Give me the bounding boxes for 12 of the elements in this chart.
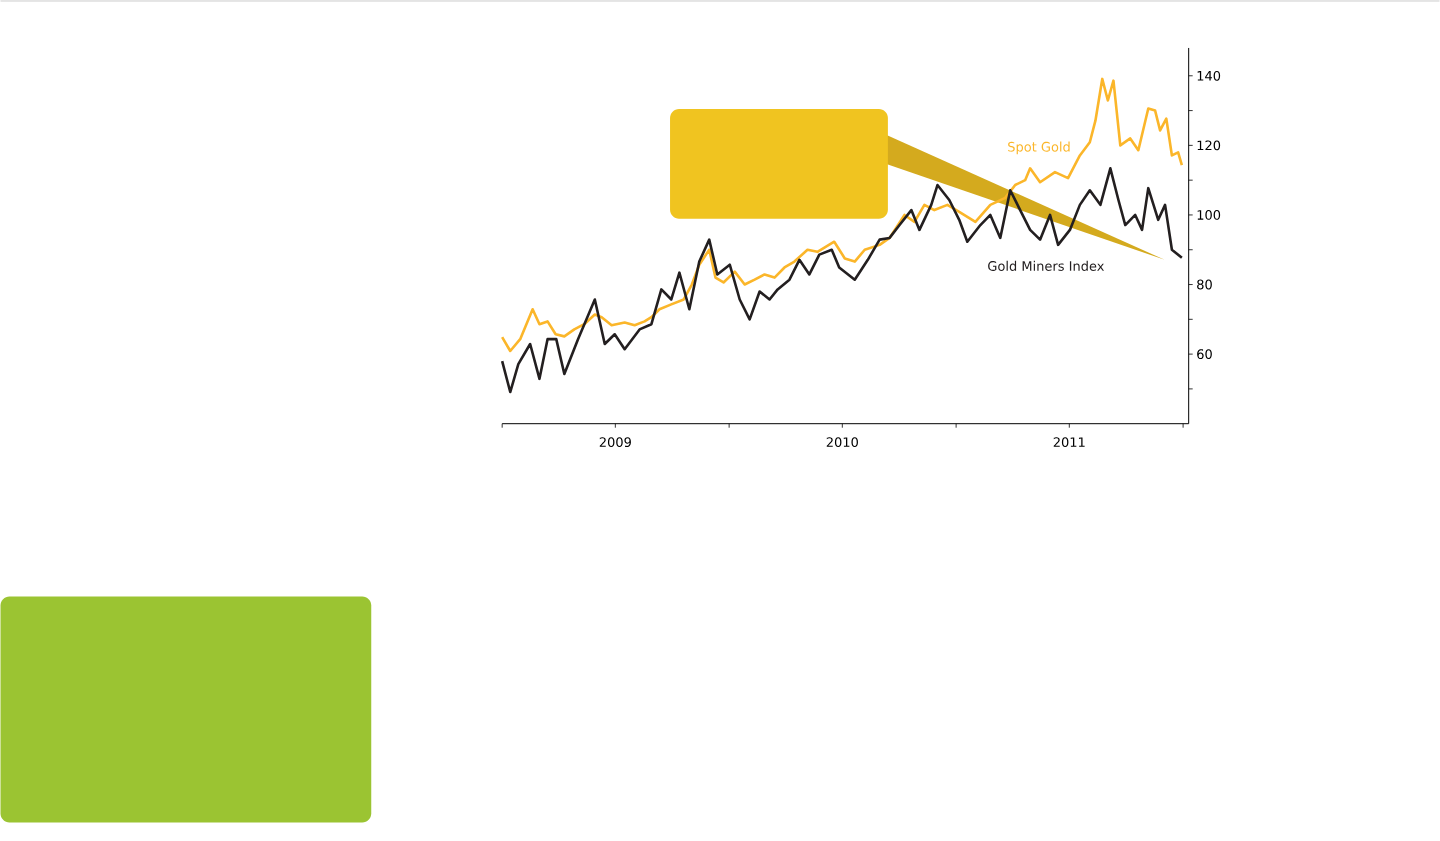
x-tick-label: 2009 — [599, 437, 631, 447]
x-tick-label: 2011 — [1053, 437, 1085, 447]
y-tick-label: 120 — [1197, 140, 1221, 151]
line-series — [500, 77, 1184, 353]
y-tick-label: 60 — [1197, 349, 1212, 359]
series-label: Gold Miners Index — [988, 260, 1105, 271]
x-tick-label: 2010 — [826, 437, 858, 447]
y-tick-label: 140 — [1197, 70, 1221, 81]
y-tick-label: 100 — [1197, 209, 1221, 220]
series-label: Spot Gold — [1008, 141, 1070, 154]
y-tick-label: 80 — [1197, 279, 1212, 290]
line-series — [500, 166, 1184, 394]
